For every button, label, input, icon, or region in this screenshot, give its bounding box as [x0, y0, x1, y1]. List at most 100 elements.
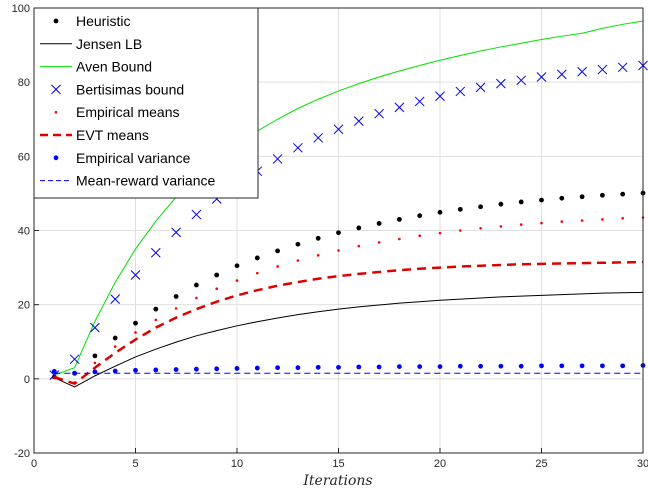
series-empirical-means: [53, 216, 645, 384]
data-point: [336, 364, 341, 370]
data-point: [296, 259, 300, 262]
data-point: [397, 364, 402, 369]
x-tick-label: 30: [637, 458, 648, 470]
data-point: [559, 363, 565, 369]
data-point: [316, 254, 320, 257]
data-point: [518, 199, 524, 205]
data-point: [174, 307, 178, 310]
data-point: [150, 247, 161, 258]
legend-swatch: [53, 18, 59, 24]
series-line-jensen-lb: [54, 291, 644, 388]
data-point: [275, 248, 280, 254]
x-tick-label: 5: [132, 458, 138, 470]
data-point: [92, 353, 98, 359]
data-point: [276, 265, 279, 268]
data-point: [478, 363, 483, 369]
data-point: [195, 296, 198, 300]
data-point: [313, 132, 324, 143]
data-point: [254, 255, 260, 261]
data-point: [234, 366, 240, 371]
data-point: [93, 361, 97, 365]
data-point: [579, 363, 585, 369]
data-point: [455, 86, 466, 97]
legend: Heuristic Jensen LB Aven Bound Bertisimas b…: [33, 7, 259, 199]
data-point: [357, 244, 361, 248]
series-aven-bound: [54, 20, 644, 376]
y-tick-label: 20: [18, 300, 30, 312]
data-point: [315, 235, 321, 241]
data-point: [255, 271, 259, 275]
legend-label: Empirical means: [76, 104, 179, 120]
legend-swatch: [54, 110, 58, 114]
data-point: [601, 218, 604, 221]
data-point: [353, 116, 364, 126]
y-tick-label: 80: [18, 77, 30, 89]
y-tick-label: -20: [14, 448, 30, 460]
data-point: [153, 306, 159, 312]
data-point: [235, 279, 239, 282]
data-point: [112, 335, 118, 341]
y-tick-label: 0: [24, 374, 30, 386]
data-point: [272, 154, 283, 164]
x-tick-label: 25: [535, 458, 547, 470]
y-tick-label: 100: [12, 3, 30, 15]
legend-swatch: [51, 84, 61, 95]
data-point: [417, 213, 423, 219]
data-point: [457, 363, 463, 369]
data-point: [51, 369, 57, 374]
x-axis-label: Iterations: [302, 473, 372, 488]
data-point: [496, 78, 506, 89]
data-point: [295, 365, 301, 371]
data-point: [600, 192, 605, 198]
data-point: [437, 209, 443, 215]
series-line-evt-means: [53, 260, 644, 386]
legend-box: [33, 7, 259, 199]
data-point: [215, 287, 218, 291]
legend-label: Mean-reward variance: [76, 173, 215, 189]
data-point: [398, 237, 401, 241]
data-point: [333, 124, 344, 135]
data-point: [519, 223, 523, 226]
x-tick-label: 0: [31, 458, 37, 470]
legend-swatch: [53, 155, 59, 161]
data-point: [134, 331, 137, 334]
data-point: [374, 108, 384, 119]
data-point: [154, 318, 158, 322]
data-point: [438, 231, 442, 235]
legend-label: Empirical variance: [76, 150, 191, 166]
data-point: [133, 320, 138, 326]
data-point: [234, 263, 240, 269]
data-point: [560, 220, 564, 223]
data-point: [194, 282, 199, 288]
data-point: [498, 363, 504, 369]
data-point: [621, 216, 624, 220]
data-point: [275, 365, 280, 371]
data-point: [457, 206, 463, 212]
legend-label: Heuristic: [76, 13, 130, 29]
data-point: [499, 225, 503, 228]
data-point: [337, 249, 340, 252]
data-point: [620, 191, 626, 197]
data-point: [498, 201, 504, 207]
data-point: [418, 234, 422, 237]
data-point: [356, 364, 362, 370]
data-point: [540, 221, 543, 225]
data-point: [577, 66, 587, 77]
data-point: [173, 294, 179, 299]
series-evt-means: [53, 260, 644, 386]
data-point: [600, 363, 605, 369]
series-layer: [49, 20, 648, 388]
data-point: [356, 225, 362, 231]
x-tick-label: 10: [231, 458, 243, 470]
data-point: [579, 194, 585, 200]
data-point: [130, 270, 141, 280]
legend-label: Jensen LB: [76, 36, 142, 52]
data-point: [516, 75, 527, 86]
y-tick-label: 40: [18, 226, 30, 238]
data-point: [214, 272, 220, 278]
data-point: [377, 241, 381, 244]
data-point: [293, 142, 303, 153]
data-point: [113, 345, 117, 348]
data-point: [376, 364, 382, 370]
